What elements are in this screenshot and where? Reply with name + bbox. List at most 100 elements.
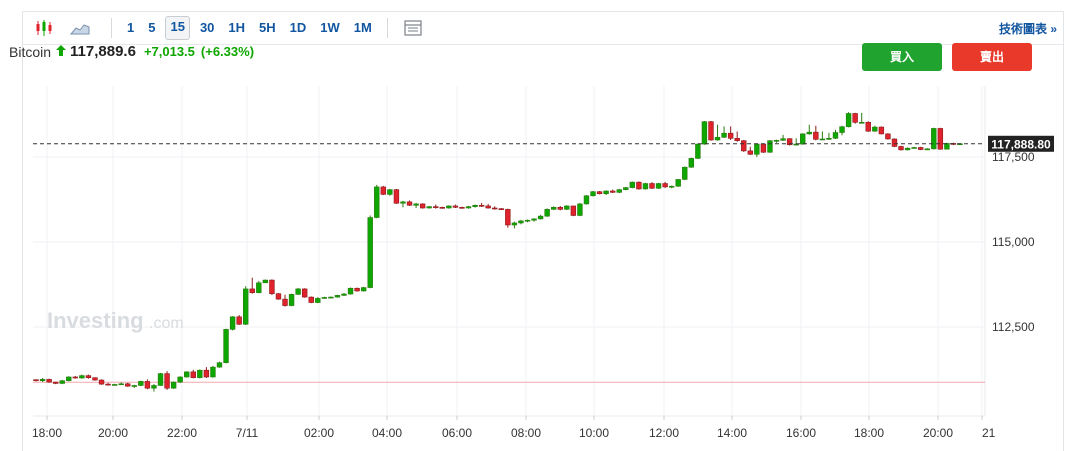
candle xyxy=(826,132,832,140)
candle-body xyxy=(898,146,904,151)
x-axis: 18:00 20:00 22:00 7/11 02:00 04:00 06:00 08:00 1… xyxy=(32,416,996,440)
x-tick-label: 18:00 xyxy=(854,426,884,440)
candle-body xyxy=(151,385,157,389)
technical-chart-link[interactable]: 技術圖表 » xyxy=(998,22,1057,36)
candle-body xyxy=(85,375,92,378)
candle-body xyxy=(328,296,334,299)
candle-body xyxy=(570,205,577,216)
candle xyxy=(537,214,544,220)
candle-body xyxy=(52,381,59,384)
interval-button-1h[interactable]: 1H xyxy=(228,20,246,35)
candle xyxy=(714,124,721,141)
chart-settings-icon[interactable] xyxy=(402,17,424,39)
candle xyxy=(806,124,812,135)
candle-body xyxy=(98,379,105,385)
candle-body xyxy=(249,288,255,293)
candle xyxy=(577,202,583,217)
candle xyxy=(413,202,419,208)
candle xyxy=(564,205,570,211)
candle xyxy=(832,129,839,139)
candle-body xyxy=(492,207,498,210)
candle xyxy=(439,206,445,209)
area-chart-icon[interactable] xyxy=(69,17,91,39)
interval-button-5h[interactable]: 5H xyxy=(259,20,276,35)
watermark: Investing .com xyxy=(47,308,184,333)
candle xyxy=(668,185,675,189)
watermark-brand: Investing xyxy=(47,308,144,333)
candle xyxy=(111,383,118,386)
candle-body xyxy=(682,166,688,180)
candles xyxy=(33,112,963,392)
candle-body xyxy=(583,195,590,205)
interval-button-5[interactable]: 5 xyxy=(148,20,156,35)
candle-body xyxy=(904,147,911,151)
candle xyxy=(426,205,432,209)
candle xyxy=(636,181,642,190)
candle-body xyxy=(911,147,917,149)
interval-button-1[interactable]: 1 xyxy=(127,20,135,35)
candle xyxy=(551,206,557,211)
candle-body xyxy=(439,207,445,209)
candle xyxy=(511,221,518,229)
candle xyxy=(360,286,367,292)
candlestick-chart-icon[interactable] xyxy=(33,17,55,39)
candle xyxy=(498,208,504,211)
interval-button-15[interactable]: 15 xyxy=(165,16,190,40)
candle-body xyxy=(223,329,229,364)
candle xyxy=(865,121,871,132)
candle-body xyxy=(360,287,367,292)
candle xyxy=(603,190,609,196)
candle xyxy=(308,296,314,304)
candle-body xyxy=(243,288,249,325)
candle-body xyxy=(524,219,531,222)
candle-body xyxy=(295,288,301,295)
candle-body xyxy=(118,383,124,386)
interval-button-1m[interactable]: 1M xyxy=(353,20,372,35)
candle-body xyxy=(505,209,511,226)
candle xyxy=(629,181,636,189)
candle xyxy=(616,188,622,194)
interval-button-1d[interactable]: 1D xyxy=(289,20,307,35)
candle xyxy=(642,182,649,190)
candle xyxy=(131,384,137,388)
candle-body xyxy=(125,383,131,387)
candle xyxy=(544,208,550,217)
x-tick-label: 08:00 xyxy=(511,426,541,440)
candle-body xyxy=(668,185,675,188)
interval-button-1w[interactable]: 1W xyxy=(320,20,340,35)
candle-body xyxy=(662,183,668,188)
x-tick-label: 10:00 xyxy=(579,426,609,440)
candle xyxy=(931,127,937,150)
candle-body xyxy=(917,147,924,150)
candle-body xyxy=(531,218,537,221)
price-change-percent: (+6.33%) xyxy=(200,44,255,59)
candle-body xyxy=(629,181,636,188)
candle-body xyxy=(511,222,518,226)
candle-body xyxy=(616,189,622,193)
candle-body xyxy=(577,203,583,216)
sell-button[interactable]: 賣出 xyxy=(952,43,1032,71)
candle xyxy=(315,297,321,304)
candle xyxy=(727,126,734,140)
interval-button-30[interactable]: 30 xyxy=(199,20,215,35)
candle xyxy=(295,287,301,296)
buy-button[interactable]: 買入 xyxy=(862,43,942,71)
candle xyxy=(321,296,328,299)
candle-body xyxy=(406,201,413,206)
toolbar-divider xyxy=(111,18,112,38)
candle xyxy=(262,279,269,284)
candle-body xyxy=(924,148,930,151)
candle xyxy=(524,219,531,223)
candle xyxy=(845,112,852,128)
candle xyxy=(33,379,39,382)
candle xyxy=(747,146,753,155)
candle-body xyxy=(321,297,328,299)
candle xyxy=(872,125,878,132)
candle xyxy=(229,316,236,331)
candle-body xyxy=(275,293,282,300)
candle-body xyxy=(400,201,406,204)
candle xyxy=(917,146,924,151)
candle xyxy=(393,188,400,204)
candle xyxy=(374,184,380,219)
